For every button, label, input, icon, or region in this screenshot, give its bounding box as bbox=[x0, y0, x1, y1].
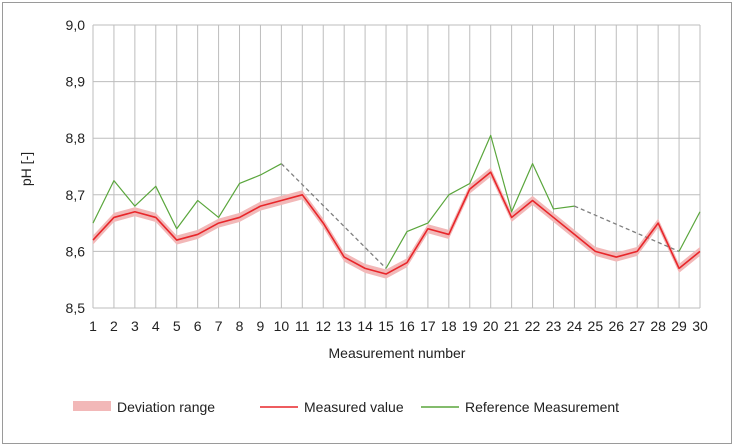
lines-layer bbox=[92, 134, 701, 275]
x-tick-label-17: 17 bbox=[420, 318, 436, 334]
ph-line-chart: 8,58,68,78,88,99,0 1 2 3 4 5 6 7 8 9 10 11 12 13 14 15… bbox=[18, 17, 708, 415]
deviation-band-layer bbox=[93, 167, 700, 279]
x-tick-label-24: 24 bbox=[567, 318, 583, 334]
legend: Deviation range Measured value Reference M… bbox=[73, 399, 619, 415]
deviation-range-band bbox=[93, 167, 700, 279]
x-tick-label-18: 18 bbox=[441, 318, 457, 334]
y-tick-label-0: 8,5 bbox=[66, 300, 86, 316]
x-tick-label-6: 6 bbox=[194, 318, 202, 334]
x-tick-label-23: 23 bbox=[546, 318, 562, 334]
legend-label-deviation-range: Deviation range bbox=[117, 399, 215, 415]
x-axis-title: Measurement number bbox=[329, 345, 466, 361]
x-tick-label-8: 8 bbox=[236, 318, 244, 334]
x-tick-label-21: 21 bbox=[504, 318, 520, 334]
x-tick-label-15: 15 bbox=[378, 318, 394, 334]
x-tick-label-22: 22 bbox=[525, 318, 541, 334]
x-tick-labels: 1 2 3 4 5 6 7 8 9 10 11 12 13 14 15 16 17 18 19 20 21 22 23 24 2… bbox=[89, 318, 708, 334]
y-tick-label-3: 8,8 bbox=[66, 130, 86, 146]
x-tick-label-29: 29 bbox=[671, 318, 687, 334]
y-tick-label-5: 9,0 bbox=[66, 17, 86, 33]
grid bbox=[92, 24, 701, 309]
x-tick-label-19: 19 bbox=[462, 318, 478, 334]
x-tick-label-20: 20 bbox=[483, 318, 499, 334]
y-tick-label-2: 8,7 bbox=[66, 187, 86, 203]
x-tick-label-11: 11 bbox=[295, 318, 310, 334]
reference-measurement-line-0 bbox=[92, 163, 282, 230]
x-tick-label-14: 14 bbox=[357, 318, 373, 334]
x-tick-label-27: 27 bbox=[629, 318, 645, 334]
legend-swatch-deviation-range bbox=[73, 401, 111, 411]
y-tick-label-1: 8,6 bbox=[66, 243, 86, 259]
measured-value-line-0 bbox=[92, 171, 701, 275]
reference-measurement-line-1 bbox=[385, 134, 575, 269]
x-tick-label-7: 7 bbox=[215, 318, 223, 334]
x-tick-label-30: 30 bbox=[692, 318, 708, 334]
x-tick-label-12: 12 bbox=[315, 318, 331, 334]
x-tick-label-26: 26 bbox=[608, 318, 624, 334]
x-tick-label-5: 5 bbox=[173, 318, 181, 334]
reference-measurement-line-2 bbox=[678, 211, 701, 252]
legend-label-reference-measurement: Reference Measurement bbox=[465, 399, 619, 415]
x-tick-label-28: 28 bbox=[650, 318, 666, 334]
reference-gap-connector-0 bbox=[280, 163, 387, 269]
reference-gap-connector-1 bbox=[574, 205, 680, 252]
x-tick-label-9: 9 bbox=[257, 318, 265, 334]
y-axis-title: pH [-] bbox=[18, 152, 34, 186]
x-tick-label-10: 10 bbox=[274, 318, 290, 334]
chart-frame: 8,5 8,6 8,7 8,8 8,9 9,0 1 2 3 4 5 6 7 8 9 10 11 12 13 14 15… bbox=[2, 2, 732, 444]
x-tick-label-4: 4 bbox=[152, 318, 160, 334]
y-tick-labels: 8,5 8,6 8,7 8,8 8,9 9,0 bbox=[66, 17, 86, 316]
x-tick-label-3: 3 bbox=[131, 318, 139, 334]
x-tick-label-2: 2 bbox=[110, 318, 118, 334]
x-tick-label-13: 13 bbox=[336, 318, 352, 334]
legend-label-measured-value: Measured value bbox=[304, 399, 404, 415]
x-tick-label-25: 25 bbox=[588, 318, 604, 334]
x-tick-label-1: 1 bbox=[89, 318, 97, 334]
y-tick-label-4: 8,9 bbox=[66, 74, 86, 90]
x-tick-label-16: 16 bbox=[399, 318, 415, 334]
